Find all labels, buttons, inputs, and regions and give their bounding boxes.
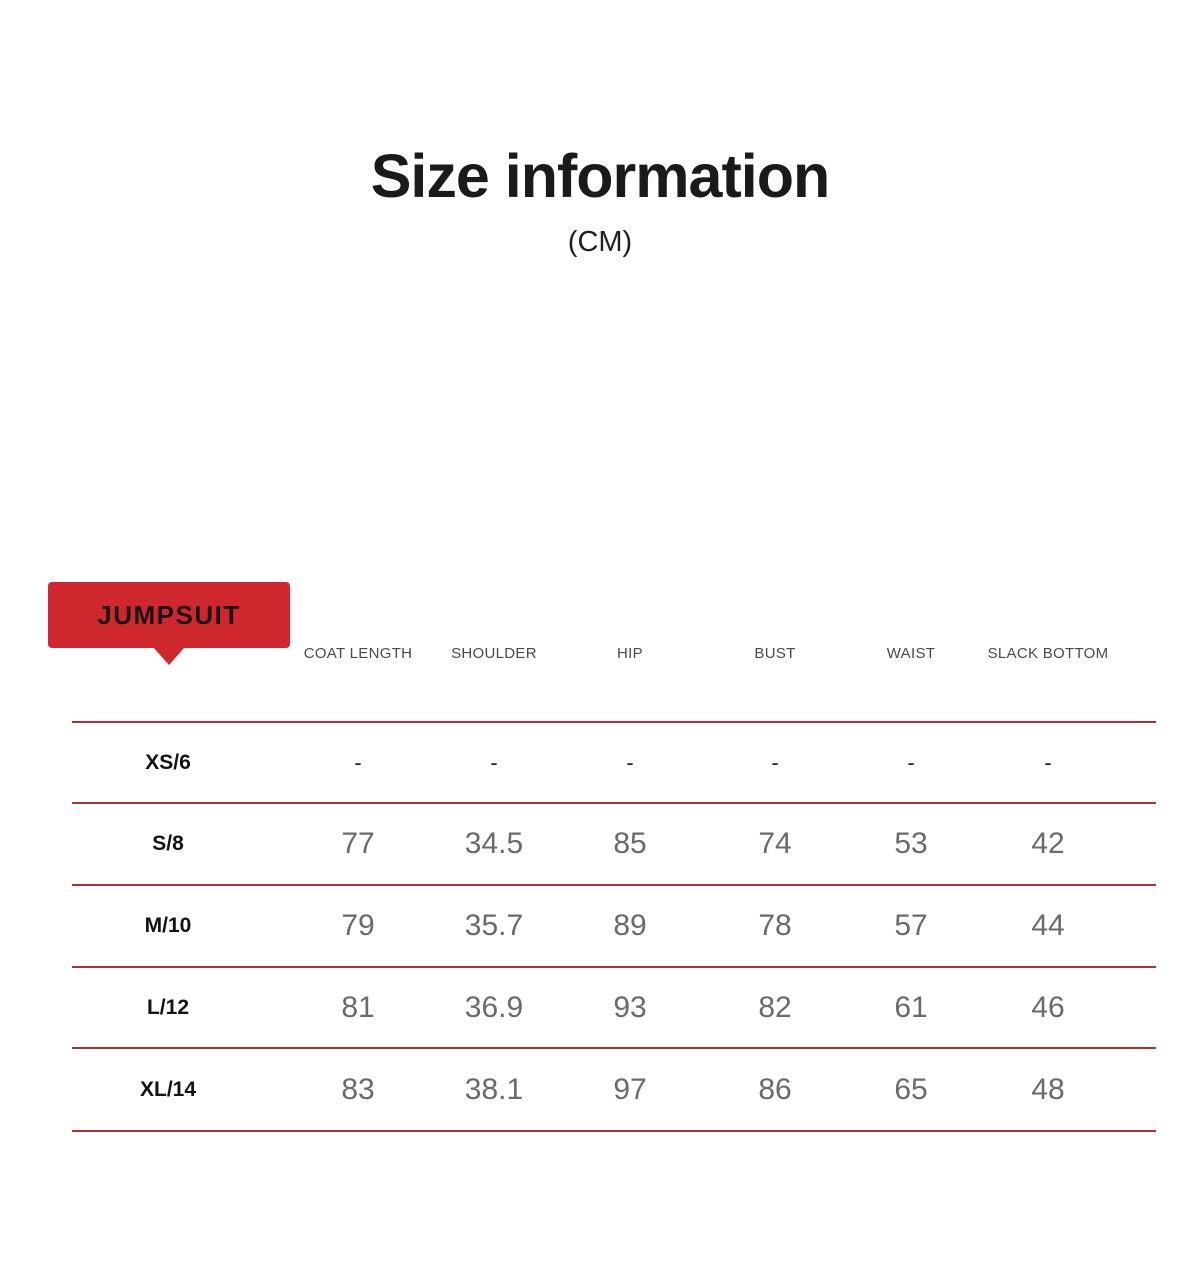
size-value: - [354, 749, 362, 775]
table-row-m: M/10 79 35.7 89 78 57 44 [0, 886, 1200, 966]
category-badge-label: JUMPSUIT [97, 599, 241, 630]
unit-label: (CM) [567, 226, 633, 258]
size-value: 44 [1031, 909, 1065, 942]
size-value: 57 [894, 909, 928, 942]
size-value: 48 [1031, 1072, 1065, 1106]
size-label: XS/6 [145, 750, 191, 774]
size-value: 42 [1031, 827, 1065, 860]
size-value: - [1044, 749, 1052, 775]
size-label: S/8 [152, 832, 184, 855]
size-value: 93 [613, 990, 647, 1024]
category-badge: JUMPSUIT [48, 582, 290, 648]
size-label: M/10 [144, 914, 192, 937]
size-value: 38.1 [464, 1072, 524, 1106]
size-value: 78 [758, 909, 792, 942]
table-row-l: L/12 81 36.9 93 82 61 46 [0, 968, 1200, 1047]
size-value: 86 [758, 1072, 792, 1106]
size-value: - [771, 749, 779, 775]
row-divider [72, 966, 1156, 968]
size-value: 46 [1031, 990, 1065, 1024]
size-value: 81 [341, 990, 375, 1024]
row-divider [72, 1047, 1156, 1049]
size-value: 34.5 [464, 827, 524, 860]
size-value: 74 [758, 827, 792, 860]
table-row-xs: XS/6 - - - - - - [0, 723, 1200, 802]
size-value: 65 [894, 1072, 928, 1106]
size-value: 85 [613, 827, 647, 860]
size-value: 53 [894, 827, 928, 860]
column-header-bust: BUST [754, 645, 796, 662]
column-header-shoulder: SHOULDER [451, 645, 537, 662]
column-header-slack-bottom: SLACK BOTTOM [987, 645, 1109, 662]
row-divider [72, 802, 1156, 804]
size-value: 36.9 [464, 990, 524, 1024]
size-value: 79 [341, 909, 375, 942]
size-value: 82 [758, 990, 792, 1024]
size-value: 77 [341, 827, 375, 860]
size-value: 83 [341, 1072, 375, 1106]
table-row-s: S/8 77 34.5 85 74 53 42 [0, 804, 1200, 884]
row-divider [72, 884, 1156, 886]
size-value: - [490, 749, 498, 775]
size-label: L/12 [146, 995, 190, 1019]
column-header-coat-length: COAT LENGTH [303, 645, 413, 662]
size-value: 61 [894, 990, 928, 1024]
size-value: 89 [613, 909, 647, 942]
table-row-xl: XL/14 83 38.1 97 86 65 48 [0, 1049, 1200, 1130]
size-label: XL/14 [139, 1077, 197, 1101]
size-value: 35.7 [464, 909, 524, 942]
row-divider [72, 1130, 1156, 1132]
size-value: - [626, 749, 634, 775]
page-title: Size information [370, 142, 830, 210]
size-value: 97 [613, 1072, 647, 1106]
column-header-hip: HIP [617, 645, 643, 662]
size-value: - [907, 749, 915, 775]
badge-pointer-icon [153, 647, 185, 665]
row-divider [72, 721, 1156, 723]
column-header-waist: WAIST [886, 645, 936, 662]
